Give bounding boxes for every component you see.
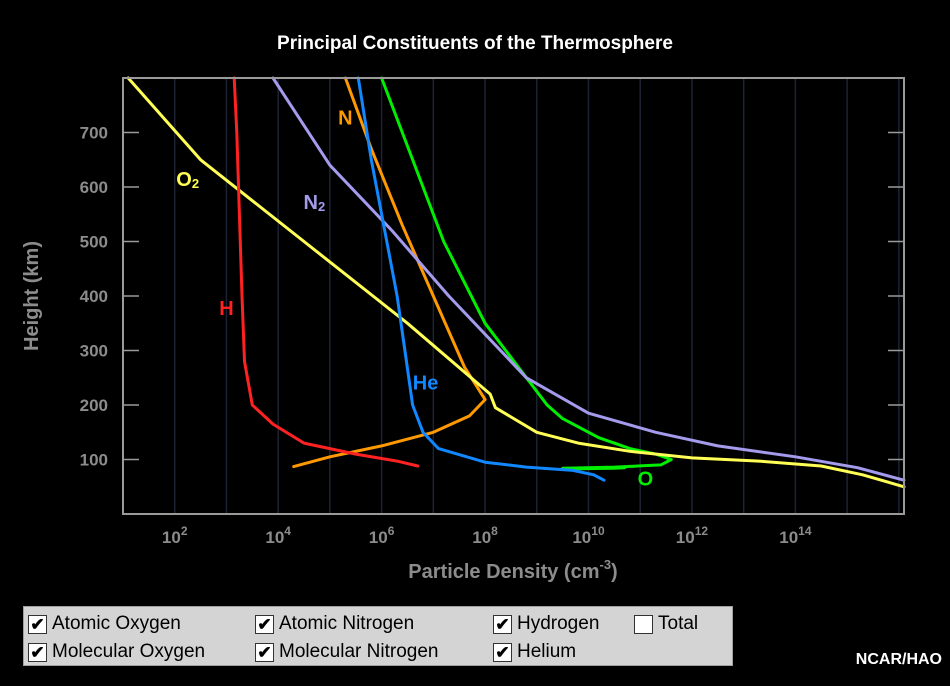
checkbox-helium[interactable]: ✔	[493, 642, 512, 662]
legend-item-atomic-oxygen[interactable]: ✔ Atomic Oxygen	[28, 613, 181, 635]
series-line-he	[356, 76, 606, 482]
legend-label: Molecular Nitrogen	[279, 641, 439, 662]
series-line-o2	[126, 76, 906, 489]
series-label-o2: O2	[176, 169, 199, 191]
axis-ticks: 100 200 300 400 500 600 700 102 104 106 108 1010 101…	[80, 124, 904, 547]
y-axis-label: Height (km)	[21, 241, 43, 351]
y-tick-label: 100	[80, 451, 108, 470]
x-tick-label: 108	[472, 524, 498, 547]
series-label-n2: N2	[304, 192, 326, 214]
legend-item-helium[interactable]: ✔ Helium	[493, 641, 576, 663]
y-tick-label: 400	[80, 287, 108, 306]
series-line-h	[232, 76, 420, 468]
credit-label: NCAR/HAO	[855, 651, 942, 668]
y-tick-label: 200	[80, 396, 108, 415]
grid-lines	[173, 78, 900, 514]
legend-item-hydrogen[interactable]: ✔ Hydrogen	[493, 613, 599, 635]
x-tick-label: 1012	[676, 524, 709, 547]
y-tick-label: 500	[80, 233, 108, 252]
checkbox-atomic-oxygen[interactable]: ✔	[28, 614, 47, 634]
x-axis-label: Particle Density (cm-3)	[408, 557, 617, 583]
x-tick-label: 106	[369, 524, 395, 547]
series-layer	[126, 76, 906, 489]
series-line-o	[380, 76, 673, 471]
legend-label: Helium	[517, 641, 577, 662]
series-label-he: He	[413, 373, 439, 395]
chart-svg: 100 200 300 400 500 600 700 102 104 106 108 1010 101…	[21, 76, 906, 583]
x-tick-label: 1014	[779, 524, 812, 547]
checkbox-molecular-oxygen[interactable]: ✔	[28, 642, 47, 662]
series-label-o: O	[638, 469, 654, 491]
series-line-n	[292, 76, 487, 469]
legend-item-molecular-nitrogen[interactable]: ✔ Molecular Nitrogen	[255, 641, 438, 663]
legend-label: Atomic Nitrogen	[279, 613, 415, 634]
legend-item-molecular-oxygen[interactable]: ✔ Molecular Oxygen	[28, 641, 205, 663]
chart-title: Principal Constituents of the Thermosphe…	[277, 33, 673, 54]
legend-label: Total	[658, 613, 699, 634]
legend-panel: ✔ Atomic Oxygen ✔ Atomic Nitrogen ✔ Hydrogen T…	[23, 606, 733, 666]
checkbox-molecular-nitrogen[interactable]: ✔	[255, 642, 274, 662]
legend-item-total[interactable]: Total	[634, 613, 698, 635]
legend-label: Hydrogen	[517, 613, 600, 634]
series-label-h: H	[219, 298, 233, 320]
series-label-n: N	[338, 107, 352, 129]
legend-item-atomic-nitrogen[interactable]: ✔ Atomic Nitrogen	[255, 613, 414, 635]
x-tick-label: 104	[265, 524, 291, 547]
y-tick-label: 600	[80, 178, 108, 197]
y-tick-label: 700	[80, 124, 108, 143]
legend-label: Atomic Oxygen	[52, 613, 181, 634]
checkbox-atomic-nitrogen[interactable]: ✔	[255, 614, 274, 634]
plot-frame	[122, 77, 905, 515]
legend-label: Molecular Oxygen	[52, 641, 206, 662]
series-labels: O N O2 N2 H He	[176, 107, 653, 490]
x-tick-label: 1010	[572, 524, 605, 547]
checkbox-hydrogen[interactable]: ✔	[493, 614, 512, 634]
checkbox-total[interactable]	[634, 614, 653, 634]
x-tick-label: 102	[162, 524, 188, 547]
y-tick-label: 300	[80, 342, 108, 361]
series-line-n2	[271, 76, 906, 482]
